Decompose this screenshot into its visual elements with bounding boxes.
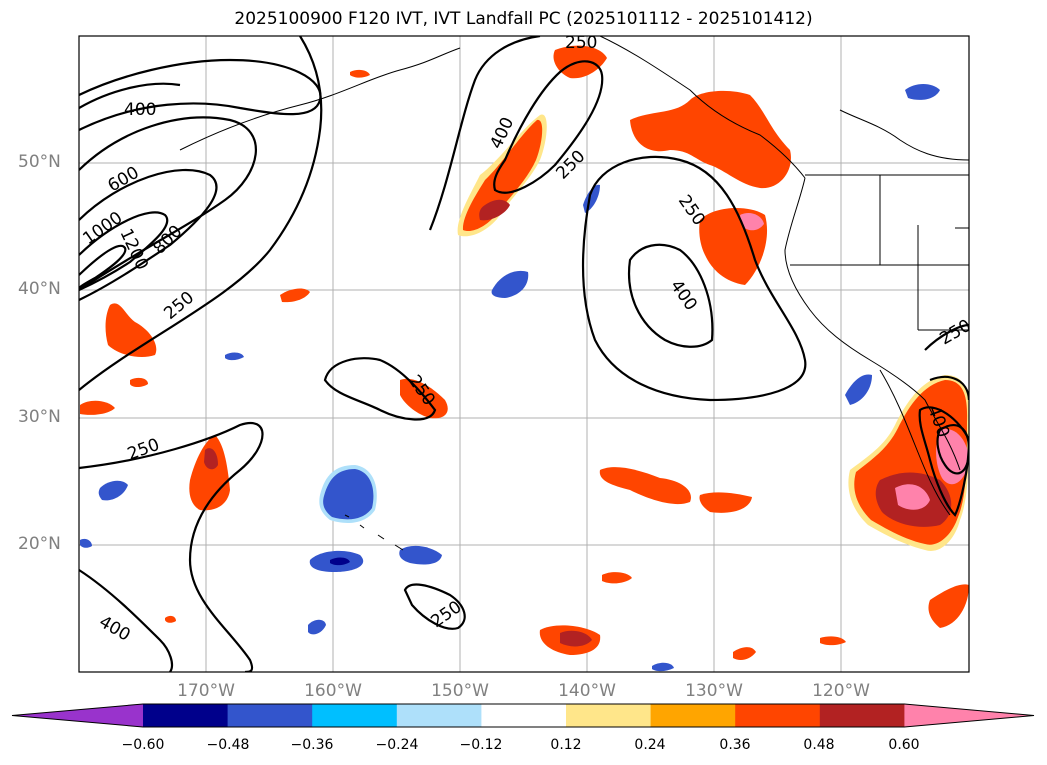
anomaly-patch — [462, 119, 543, 232]
ivt-contour — [627, 243, 714, 348]
anomaly-patch — [399, 545, 442, 565]
state-borders — [790, 175, 969, 331]
plot-frame — [78, 35, 970, 673]
anomaly-patch — [323, 469, 374, 520]
colorbar-tick-label: 0.12 — [550, 737, 582, 753]
anomaly-patch — [820, 636, 846, 646]
ivt-contour — [403, 583, 466, 630]
anomaly-patch — [652, 662, 674, 672]
ivt-contour — [924, 323, 969, 351]
anomaly-patch — [599, 467, 691, 505]
anomaly-patch — [905, 84, 940, 100]
anomaly-patch — [280, 288, 310, 303]
colorbar-tick-label: −0.24 — [375, 737, 419, 753]
anomaly-patch — [560, 630, 592, 647]
contour-label: 400 — [124, 100, 156, 120]
anomaly-patch — [130, 377, 148, 387]
ivt-contour — [428, 36, 541, 231]
ivt-contour — [581, 155, 807, 402]
anomaly-patch — [204, 448, 218, 470]
contour-label: 400 — [96, 612, 134, 646]
lon-label-140w: 140°W — [558, 681, 616, 701]
ivt-contour — [79, 168, 218, 301]
coastlines — [179, 36, 969, 551]
lon-label-160w: 160°W — [304, 681, 362, 701]
positive-anomaly-patches — [80, 45, 969, 660]
ivt-contours — [79, 36, 969, 672]
colorbar-tick-label: 0.48 — [803, 737, 835, 753]
lon-label-170w: 170°W — [177, 681, 235, 701]
lon-label-130w: 130°W — [685, 681, 743, 701]
anomaly-patch — [740, 213, 764, 231]
hawaii-islands — [344, 514, 404, 551]
lat-label-40n: 40°N — [18, 279, 61, 299]
ivt-contour — [79, 82, 181, 109]
anomaly-patch — [400, 378, 448, 419]
ivt-contour — [79, 36, 323, 391]
colorbar-tick-label: −0.60 — [121, 737, 165, 753]
lat-label-20n: 20°N — [18, 534, 61, 554]
anomaly-patch — [165, 615, 176, 623]
coastline-alaska — [179, 47, 461, 151]
anomaly-patch — [845, 374, 872, 405]
colorbar-tick-label: −0.12 — [459, 737, 503, 753]
anomaly-patch — [98, 480, 128, 501]
anomaly-patch — [330, 557, 350, 566]
anomaly-patch — [936, 429, 969, 485]
ivt-contour — [929, 375, 969, 401]
contour-label: 600 — [105, 163, 143, 197]
colorbar-tick-label: 0.36 — [719, 737, 751, 753]
anomaly-patch — [928, 584, 969, 628]
anomaly-patch — [602, 572, 632, 584]
anomaly-patch — [225, 352, 244, 361]
anomaly-patch — [733, 647, 756, 660]
ivt-contour — [79, 116, 257, 291]
ivt-contour — [493, 60, 604, 194]
ivt-contour — [918, 406, 969, 517]
contour-label: 400 — [666, 276, 701, 314]
contour-label: 250 — [160, 288, 198, 324]
anomaly-patch — [105, 303, 157, 357]
anomaly-patch — [350, 69, 370, 78]
anomaly-patch — [80, 538, 92, 548]
anomaly-patch — [895, 484, 930, 510]
negative-anomaly-patches — [80, 84, 940, 672]
ivt-contour — [79, 58, 322, 131]
colorbar-tick-label: −0.36 — [290, 737, 334, 753]
ivt-contour — [79, 244, 127, 289]
anomaly-patch — [699, 492, 752, 513]
anomaly-patch — [491, 270, 529, 298]
colorbar-tick-label: −0.48 — [206, 737, 250, 753]
colorbar-tick-label: 0.24 — [634, 737, 666, 753]
contour-label: 250 — [552, 146, 589, 183]
map-title: 2025100900 F120 IVT, IVT Landfall PC (20… — [234, 9, 813, 29]
anomaly-patch — [80, 400, 115, 415]
contour-label: 250 — [125, 435, 162, 465]
ivt-contour — [79, 569, 174, 672]
coastline-west-coast — [784, 177, 961, 471]
coastline-baja — [879, 369, 951, 516]
lat-label-30n: 30°N — [18, 407, 61, 427]
anomaly-patch — [479, 199, 510, 221]
ivt-contour — [79, 422, 264, 672]
ivt-contour — [323, 357, 437, 421]
canada-lines — [839, 109, 969, 161]
lon-label-150w: 150°W — [431, 681, 489, 701]
ivt-contour — [79, 211, 169, 292]
lat-label-50n: 50°N — [18, 152, 61, 172]
coastline-alaska-gulf — [599, 36, 806, 179]
colorbar-tick-label: 0.60 — [888, 737, 920, 753]
anomaly-patch — [189, 435, 230, 511]
contour-label: 250 — [565, 33, 597, 53]
anomaly-patch — [308, 619, 326, 635]
anomaly-patch — [630, 90, 791, 189]
ivt-contour — [936, 424, 969, 475]
lon-label-120w: 120°W — [812, 681, 870, 701]
